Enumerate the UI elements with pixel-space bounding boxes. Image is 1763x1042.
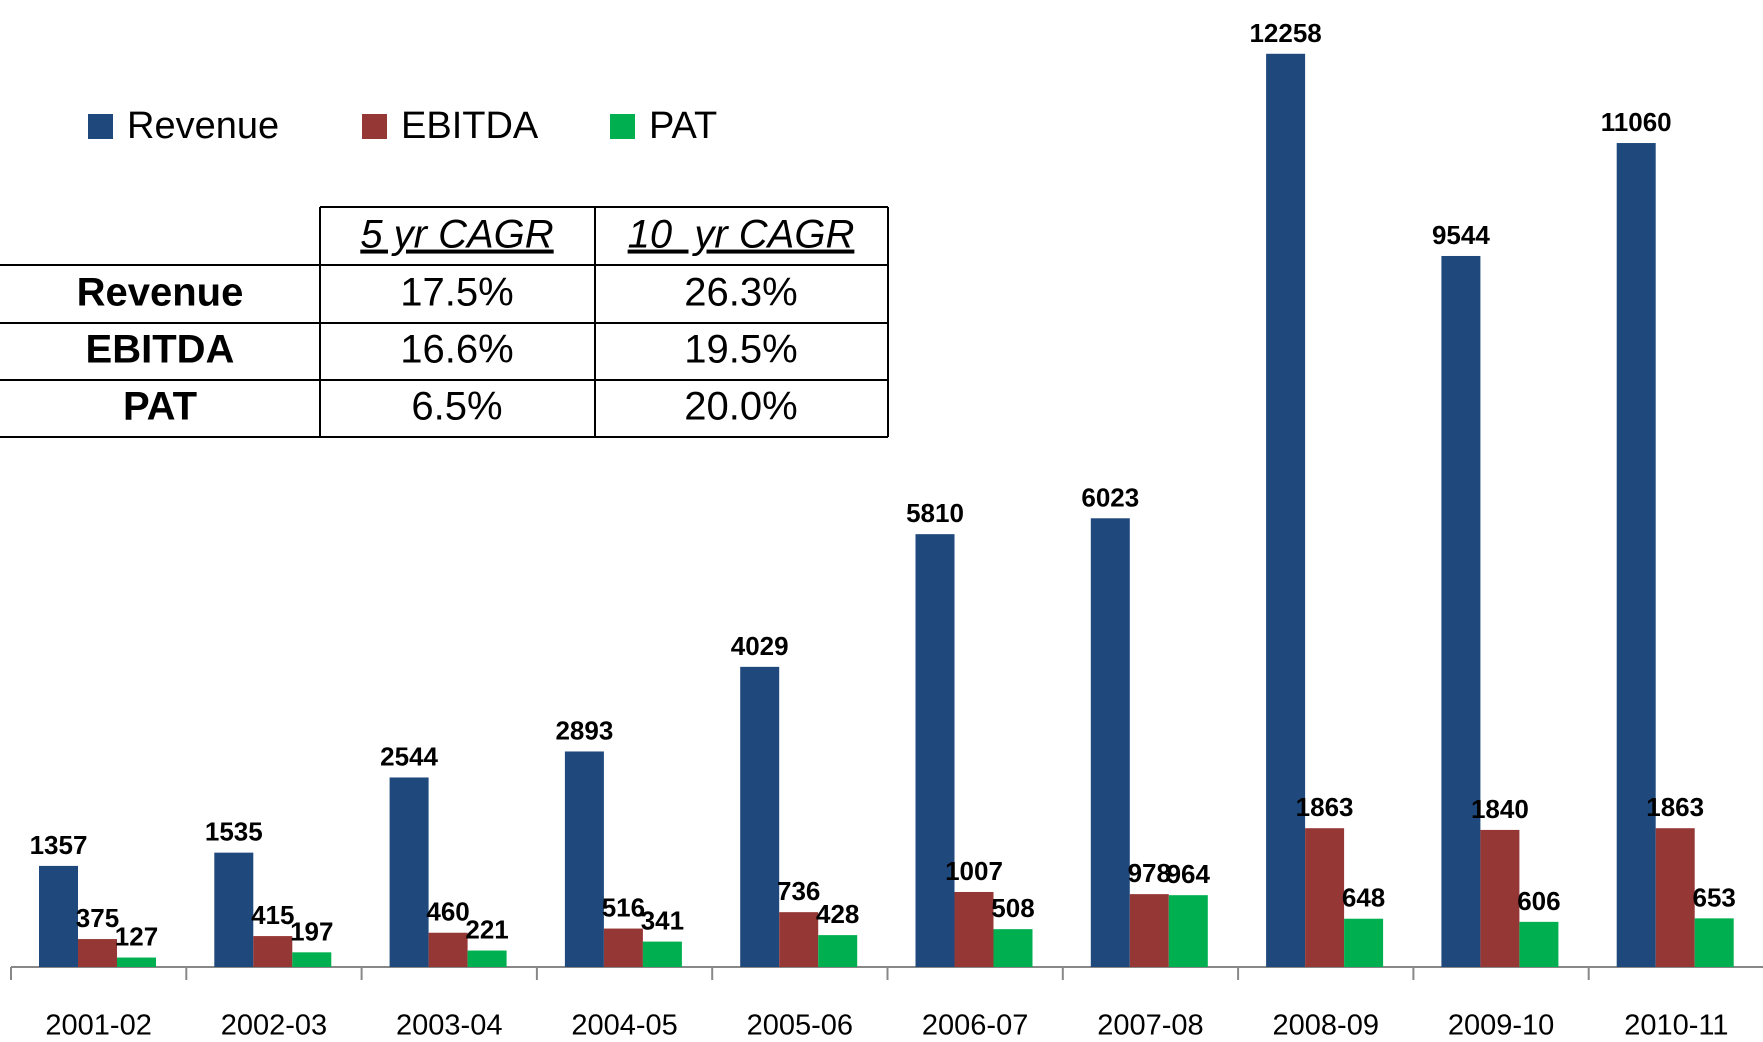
bar bbox=[253, 936, 293, 967]
bar bbox=[1441, 255, 1481, 968]
data-label: 221 bbox=[465, 915, 508, 945]
bar bbox=[564, 751, 604, 967]
legend-label: EBITDA bbox=[401, 105, 539, 147]
bar bbox=[954, 891, 994, 967]
data-label: 1357 bbox=[30, 830, 88, 860]
data-label: 648 bbox=[1342, 883, 1385, 913]
table-cell: 16.6% bbox=[400, 328, 513, 372]
bar bbox=[915, 534, 955, 967]
table-header: 5 yr CAGR bbox=[360, 213, 553, 257]
data-label: 415 bbox=[251, 900, 294, 930]
legend-label: PAT bbox=[649, 105, 717, 147]
data-label: 1840 bbox=[1471, 794, 1529, 824]
bar bbox=[1344, 918, 1384, 967]
data-label: 4029 bbox=[731, 631, 789, 661]
data-label: 5810 bbox=[906, 498, 964, 528]
x-tick-label: 2002-03 bbox=[221, 1010, 327, 1042]
row-label: EBITDA bbox=[86, 328, 235, 372]
bar bbox=[214, 852, 254, 967]
x-tick-label: 2007-08 bbox=[1097, 1010, 1203, 1042]
legend-swatch bbox=[362, 114, 387, 139]
bar bbox=[642, 941, 682, 967]
data-label: 460 bbox=[426, 897, 469, 927]
bar bbox=[292, 952, 332, 967]
data-label: 1007 bbox=[945, 856, 1003, 886]
data-label: 964 bbox=[1167, 859, 1211, 889]
data-label: 653 bbox=[1693, 882, 1736, 912]
table-cell: 26.3% bbox=[684, 271, 797, 315]
data-label: 9544 bbox=[1432, 220, 1490, 250]
bar bbox=[1694, 918, 1734, 967]
bar bbox=[1266, 53, 1306, 968]
legend-swatch bbox=[610, 114, 635, 139]
x-tick-label: 2008-09 bbox=[1273, 1010, 1379, 1042]
bar bbox=[78, 939, 117, 967]
bar bbox=[428, 932, 468, 967]
data-label: 375 bbox=[76, 903, 119, 933]
bar bbox=[1616, 143, 1656, 967]
bar bbox=[740, 666, 780, 967]
x-tick-label: 2006-07 bbox=[922, 1010, 1028, 1042]
data-label: 2893 bbox=[555, 715, 613, 745]
legend-swatch bbox=[88, 114, 113, 139]
x-tick-label: 2003-04 bbox=[396, 1010, 502, 1042]
table-cell: 6.5% bbox=[411, 385, 502, 429]
data-label: 606 bbox=[1517, 886, 1560, 916]
data-label: 341 bbox=[641, 906, 684, 936]
data-label: 1535 bbox=[205, 817, 263, 847]
bar bbox=[603, 928, 643, 967]
bar bbox=[389, 777, 429, 967]
bar bbox=[467, 950, 507, 967]
bar bbox=[117, 957, 156, 967]
data-label: 736 bbox=[777, 876, 820, 906]
x-tick-label: 2009-10 bbox=[1448, 1010, 1554, 1042]
data-label: 978 bbox=[1128, 858, 1171, 888]
bar bbox=[1129, 894, 1169, 967]
bar bbox=[779, 912, 819, 967]
row-label: PAT bbox=[123, 385, 197, 429]
row-label: Revenue bbox=[77, 271, 244, 315]
data-label: 1863 bbox=[1296, 792, 1354, 822]
bar bbox=[39, 865, 78, 967]
data-label: 11060 bbox=[1601, 107, 1672, 137]
x-tick-label: 2010-11 bbox=[1624, 1010, 1728, 1042]
bar bbox=[1480, 829, 1520, 967]
bar bbox=[818, 935, 858, 967]
data-label: 2544 bbox=[380, 741, 438, 771]
bar bbox=[1305, 828, 1345, 967]
data-label: 197 bbox=[290, 916, 333, 946]
table-cell: 19.5% bbox=[684, 328, 797, 372]
cagr-table: 5 yr CAGR 10 yr CAGR Revenue 17.5% 26.3% EBIT… bbox=[0, 206, 889, 438]
bar bbox=[1655, 828, 1695, 967]
data-label: 6023 bbox=[1081, 482, 1139, 512]
bar bbox=[1519, 921, 1559, 967]
data-label: 428 bbox=[816, 899, 859, 929]
data-label: 1863 bbox=[1646, 792, 1704, 822]
data-label: 12258 bbox=[1249, 18, 1321, 48]
bar bbox=[1090, 518, 1130, 967]
bar bbox=[993, 929, 1033, 967]
x-tick-label: 2004-05 bbox=[571, 1010, 677, 1042]
x-tick-label: 2001-02 bbox=[45, 1010, 151, 1042]
data-label: 516 bbox=[602, 893, 645, 923]
bar bbox=[1168, 895, 1208, 967]
legend-label: Revenue bbox=[127, 105, 279, 147]
table-cell: 17.5% bbox=[400, 271, 513, 315]
table-header: 10 yr CAGR bbox=[628, 213, 855, 257]
table-cell: 20.0% bbox=[684, 385, 797, 429]
data-label: 508 bbox=[991, 893, 1034, 923]
x-tick-label: 2005-06 bbox=[747, 1010, 853, 1042]
data-label: 127 bbox=[115, 922, 158, 952]
